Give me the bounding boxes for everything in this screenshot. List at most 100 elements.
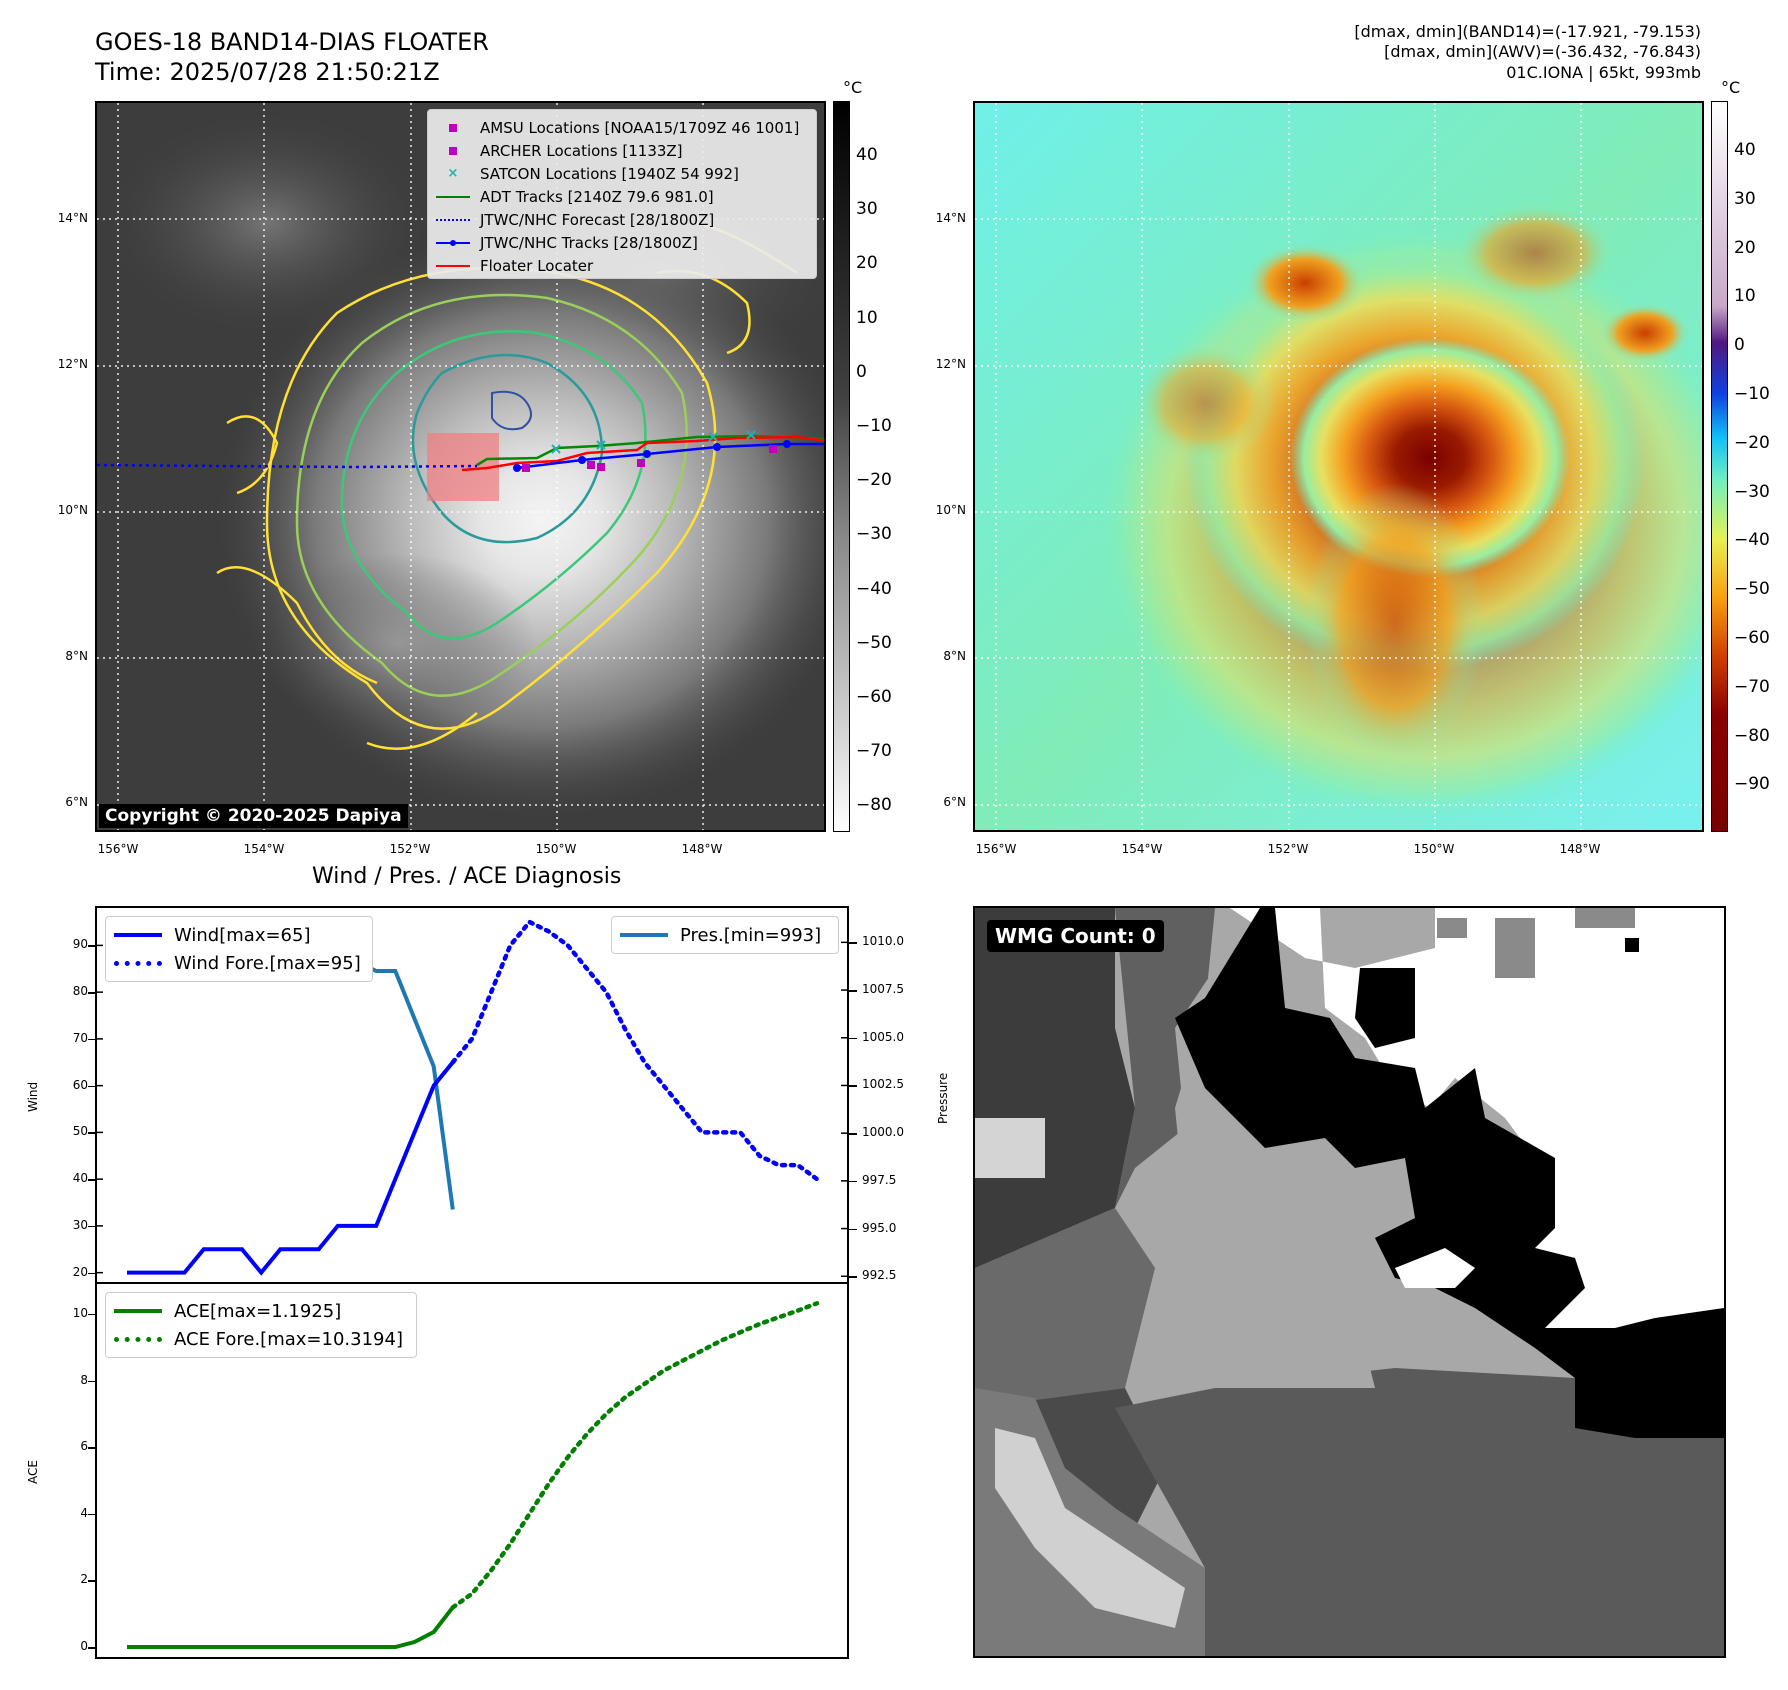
ace-outer-tick <box>88 1313 95 1316</box>
axis-tick-label: 1010.0 <box>862 934 904 949</box>
legend-adt: ADT Tracks [2140Z 79.6 981.0] <box>436 185 808 208</box>
axis-tick-label: 997.5 <box>862 1172 897 1187</box>
wmg-panel: WMG Count: 0 <box>973 906 1726 1658</box>
lat-label: 14°N <box>935 211 966 225</box>
copyright-label: Copyright © 2020-2025 Dapiya <box>99 804 408 828</box>
legend-pres: Pres.[min=993] <box>620 921 830 949</box>
line-icon <box>114 933 162 937</box>
colorbar-tick-label: 0 <box>1734 335 1745 356</box>
ace-legend: ACE[max=1.1925] ACE Fore.[max=10.3194] <box>105 1292 417 1358</box>
wind-legend: Wind[max=65] Wind Fore.[max=95] <box>105 916 373 982</box>
axis-tick-label: 2 <box>80 1572 88 1587</box>
wind-outer-tick <box>88 1225 95 1228</box>
colorbar-tick-label: −70 <box>856 741 892 762</box>
legend-wind-fore: Wind Fore.[max=95] <box>114 949 364 977</box>
colorbar-tick-label: 10 <box>1734 286 1756 307</box>
axis-tick-label: 70 <box>72 1030 88 1045</box>
colorbar-tick-label: −60 <box>1734 628 1770 648</box>
pressure-outer-tick <box>849 1276 857 1278</box>
pressure-series-line <box>127 940 455 1210</box>
legend-satcon: × SATCON Locations [1940Z 54 992] <box>436 162 808 185</box>
lon-label: 150°W <box>535 842 577 856</box>
color-colorbar <box>1711 101 1728 832</box>
legend-label: ACE Fore.[max=10.3194] <box>174 1328 403 1350</box>
legend-ace-fore: ACE Fore.[max=10.3194] <box>114 1325 408 1353</box>
wind-outer-tick <box>88 1179 95 1181</box>
ace-outer-tick <box>88 1513 95 1516</box>
lon-label: 150°W <box>1413 842 1455 856</box>
axis-tick-label: 80 <box>72 984 88 999</box>
legend-label: JTWC/NHC Forecast [28/1800Z] <box>480 210 715 229</box>
lat-label: 14°N <box>57 211 88 225</box>
lon-label: 156°W <box>975 842 1017 856</box>
lat-label: 8°N <box>65 649 88 663</box>
diagnosis-title: Wind / Pres. / ACE Diagnosis <box>312 864 622 889</box>
legend-label: Floater Locater <box>480 256 594 275</box>
colorbar-tick-label: 10 <box>856 307 878 328</box>
line-icon <box>436 190 470 204</box>
axis-tick-label: 40 <box>72 1171 88 1186</box>
colorbar-tick-label: −80 <box>1734 725 1770 746</box>
legend-label: Wind[max=65] <box>174 924 311 946</box>
line-dot-icon <box>436 236 470 250</box>
legend-amsu: AMSU Locations [NOAA15/1709Z 46 1001] <box>436 116 808 139</box>
legend-label: JTWC/NHC Tracks [28/1800Z] <box>480 233 698 252</box>
colorbar-tick-label: −50 <box>856 632 892 653</box>
pressure-outer-tick <box>849 1180 857 1183</box>
legend-archer: ARCHER Locations [1133Z] <box>436 139 808 162</box>
colorbar-tick-label: −40 <box>1734 530 1770 551</box>
pressure-outer-tick <box>849 1037 857 1040</box>
wmg-count-badge: WMG Count: 0 <box>987 920 1164 952</box>
line-icon <box>620 933 668 937</box>
ace-forecast-line <box>450 1301 820 1610</box>
pressure-axis-label: Pressure <box>936 1072 950 1124</box>
pressure-outer-tick <box>849 1133 857 1135</box>
pressure-outer-tick <box>849 1085 857 1087</box>
colorbar-tick-label: 40 <box>856 145 878 165</box>
info-storm: 01C.IONA | 65kt, 993mb <box>1506 63 1701 82</box>
legend-floater: Floater Locater <box>436 254 808 277</box>
lon-label: 152°W <box>389 842 431 856</box>
colorbar-tick-label: −10 <box>856 416 892 436</box>
axis-tick-label: 90 <box>72 937 88 952</box>
legend-tracks: JTWC/NHC Tracks [28/1800Z] <box>436 231 808 254</box>
legend-label: Pres.[min=993] <box>680 924 822 946</box>
axis-tick-label: 20 <box>72 1264 88 1279</box>
ace-plot: ACE[max=1.1925] ACE Fore.[max=10.3194] <box>95 1282 849 1659</box>
main-title: GOES-18 BAND14-DIAS FLOATER <box>95 28 489 56</box>
axis-tick-label: 1007.5 <box>862 982 904 997</box>
info-awv: [dmax, dmin](AWV)=(-36.432, -76.843) <box>1384 42 1701 61</box>
wind-outer-tick <box>88 1038 95 1041</box>
colorbar-tick-label: −70 <box>1734 676 1770 697</box>
wind-pres-plot: Wind[max=65] Wind Fore.[max=95] Pres.[mi… <box>95 906 849 1284</box>
colorbar-tick-label: −40 <box>856 578 892 599</box>
colorbar-tick-label: −30 <box>856 524 892 545</box>
square-marker-icon <box>436 121 470 135</box>
lon-label: 148°W <box>1559 842 1601 856</box>
legend-label: AMSU Locations [NOAA15/1709Z 46 1001] <box>480 118 800 137</box>
pressure-outer-tick <box>849 990 857 992</box>
legend-label: ARCHER Locations [1133Z] <box>480 141 683 160</box>
axis-tick-label: 4 <box>80 1505 88 1520</box>
axis-tick-label: 1000.0 <box>862 1125 904 1140</box>
ace-outer-tick <box>88 1647 95 1649</box>
lat-label: 12°N <box>935 357 966 371</box>
axis-tick-label: 1002.5 <box>862 1077 904 1092</box>
colorbar-tick-label: −10 <box>1734 384 1770 404</box>
legend-forecast: JTWC/NHC Forecast [28/1800Z] <box>436 208 808 231</box>
gray-colorbar <box>833 101 850 832</box>
legend-wind: Wind[max=65] <box>114 921 364 949</box>
wmg-svg <box>975 908 1724 1656</box>
map-legend: AMSU Locations [NOAA15/1709Z 46 1001] AR… <box>427 109 817 279</box>
lat-label: 10°N <box>57 503 88 517</box>
colorbar-tick-label: 30 <box>856 199 878 220</box>
colorbar-unit: °C <box>1721 78 1741 97</box>
info-band14: [dmax, dmin](BAND14)=(-17.921, -79.153) <box>1354 22 1701 41</box>
dotted-line-icon <box>114 1336 162 1342</box>
ace-axis-label: ACE <box>26 1460 40 1484</box>
lon-label: 148°W <box>681 842 723 856</box>
time-title: Time: 2025/07/28 21:50:21Z <box>95 58 440 86</box>
axis-tick-label: 6 <box>80 1439 88 1454</box>
wind-outer-tick <box>88 992 95 994</box>
legend-label: Wind Fore.[max=95] <box>174 952 361 974</box>
